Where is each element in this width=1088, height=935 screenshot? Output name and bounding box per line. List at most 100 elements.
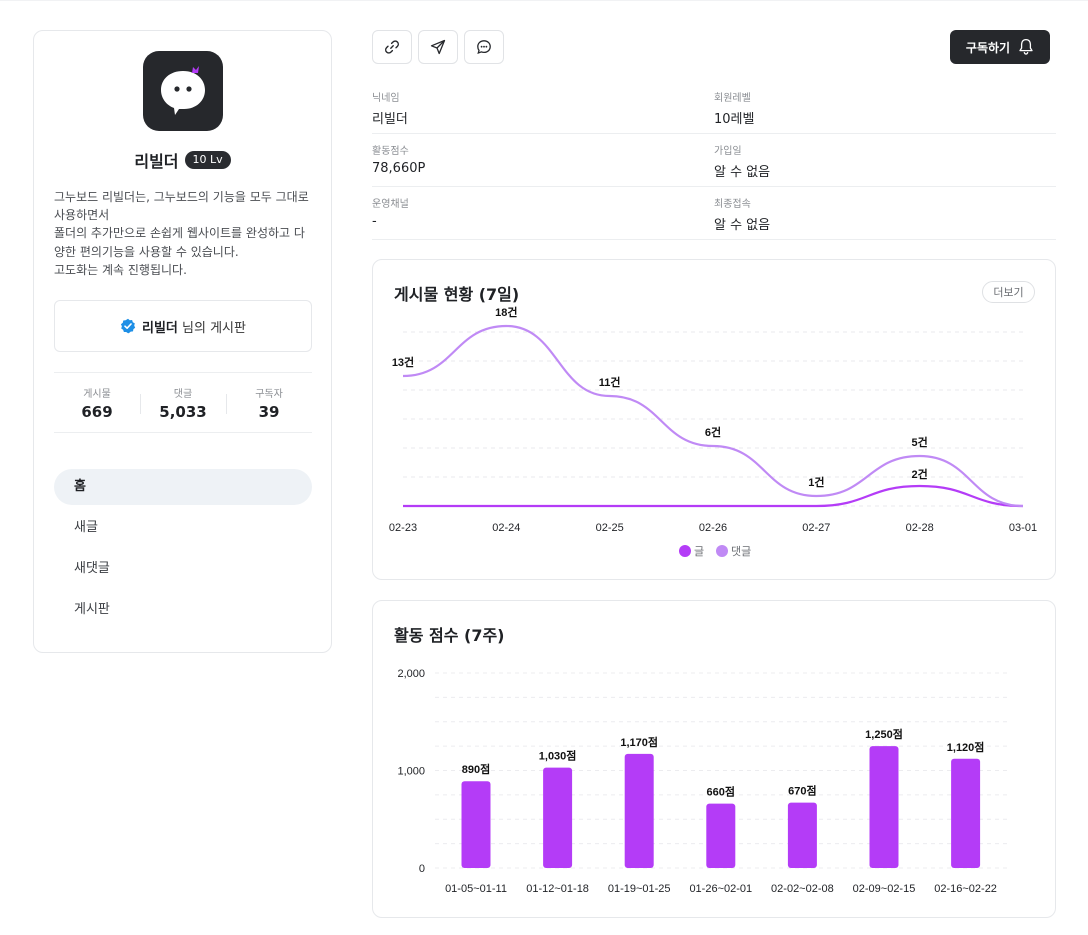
info-last-login: 최종접속 알 수 없음 <box>714 187 1056 239</box>
profile-bio: 그누보드 리빌더는, 그누보드의 기능을 모두 그대로 사용하면서 폴더의 추가… <box>54 188 316 279</box>
data-label: 6건 <box>705 425 721 439</box>
info-label: 가입일 <box>714 146 742 157</box>
info-row: 닉네임 리빌더 회원레벨 10레벨 <box>372 81 1056 134</box>
stat-value: 5,033 <box>159 403 207 421</box>
x-tick-label: 02-25 <box>596 522 624 534</box>
data-label: 660점 <box>707 785 735 799</box>
x-tick-label: 02-27 <box>802 522 830 534</box>
info-value: 78,660P <box>372 161 426 176</box>
legend-label: 댓글 <box>731 545 751 558</box>
stat-comments: 댓글 5,033 <box>140 373 226 432</box>
stat-label: 게시물 <box>83 389 111 400</box>
stat-posts: 게시물 669 <box>54 373 140 432</box>
data-label: 1건 <box>808 475 824 489</box>
board-suffix: 님의 게시판 <box>182 320 246 336</box>
data-label: 1,250점 <box>865 727 903 741</box>
data-label: 1,170점 <box>620 735 658 749</box>
nav-item-home[interactable]: 홈 <box>54 469 312 505</box>
data-label: 670점 <box>788 784 816 798</box>
info-label: 운영채널 <box>372 199 409 210</box>
copy-link-button[interactable] <box>372 30 412 64</box>
stat-subscribers: 구독자 39 <box>226 373 312 432</box>
info-value: 알 수 없음 <box>714 165 771 180</box>
legend-marker <box>716 545 728 557</box>
bar <box>461 781 491 868</box>
board-owner-name: 리빌더 <box>142 320 178 336</box>
nav-item-new-posts[interactable]: 새글 <box>74 520 98 535</box>
profile-name: 리빌더 <box>134 152 179 171</box>
x-tick-label: 01-12~01-18 <box>526 883 589 895</box>
send-icon <box>430 39 446 55</box>
stat-value: 39 <box>258 403 280 421</box>
stat-value: 669 <box>81 403 113 421</box>
bell-icon <box>1019 38 1033 55</box>
data-label: 1,120점 <box>947 740 985 754</box>
x-tick-label: 02-24 <box>492 522 520 534</box>
chat-icon <box>477 40 491 55</box>
legend-marker <box>679 545 691 557</box>
bio-line: 사용하면서 <box>54 208 110 223</box>
level-badge: 10 Lv <box>184 151 231 169</box>
profile-stats: 게시물 669 댓글 5,033 구독자 39 <box>54 372 312 433</box>
info-value: - <box>372 214 377 229</box>
info-value: 10레벨 <box>714 112 755 127</box>
data-label: 18건 <box>495 305 517 319</box>
bio-line: 고도화는 계속 진행됩니다. <box>54 262 187 277</box>
x-tick-label: 02-02~02-08 <box>771 883 834 895</box>
data-label: 5건 <box>912 435 928 449</box>
bio-line: 폴더의 추가만으로 손쉽게 웹사이트를 완성하고 다 <box>54 226 305 241</box>
score-bar-chart: 0 1,000 2,000 890점 01-05~01-11 1,030점 01-12~01… <box>397 668 1007 895</box>
profile-card: 리빌더 10 Lv 그누보드 리빌더는, 그누보드의 기능을 모두 그대로 사용… <box>33 30 332 653</box>
bar <box>869 746 899 868</box>
x-tick-label: 03-01 <box>1009 522 1037 534</box>
x-tick-label: 01-05~01-11 <box>445 883 507 895</box>
x-tick-label: 01-19~01-25 <box>608 883 671 895</box>
info-row: 활동점수 78,660P 가입일 알 수 없음 <box>372 134 1056 187</box>
score-chart-title: 활동 점수 (7주) <box>394 626 505 645</box>
info-value: 리빌더 <box>372 112 408 127</box>
bar <box>706 803 736 868</box>
info-member-level: 회원레벨 10레벨 <box>714 81 1056 133</box>
nav-item-new-comments[interactable]: 새댓글 <box>74 561 110 576</box>
message-button[interactable] <box>464 30 504 64</box>
more-button[interactable]: 더보기 <box>982 281 1035 303</box>
posts-chart-card: 게시물 현황 (7일) 더보기 2건 13건 18건 11건 6건 1건 5건 02-23 02… <box>372 259 1056 580</box>
profile-name-row: 리빌더 10 Lv <box>34 148 331 172</box>
info-channel: 운영채널 - <box>372 187 714 239</box>
info-label: 최종접속 <box>714 199 751 210</box>
y-tick-label: 1,000 <box>397 766 425 778</box>
x-tick-label: 02-28 <box>906 522 934 534</box>
bar <box>543 767 573 868</box>
subscribe-button[interactable]: 구독하기 <box>950 30 1050 64</box>
info-join-date: 가입일 알 수 없음 <box>714 134 1056 186</box>
y-tick-label: 2,000 <box>397 668 425 680</box>
x-tick-label: 02-09~02-15 <box>853 883 916 895</box>
data-label: 890점 <box>462 762 490 776</box>
bio-line: 양한 편의기능을 사용할 수 있습니다. <box>54 244 239 259</box>
top-divider <box>0 0 1088 1</box>
info-label: 닉네임 <box>372 93 400 104</box>
data-label: 11건 <box>599 375 621 389</box>
y-tick-label: 0 <box>419 863 425 875</box>
nav-item-boards[interactable]: 게시판 <box>74 602 110 617</box>
info-nickname: 닉네임 리빌더 <box>372 81 714 133</box>
stat-label: 댓글 <box>173 389 193 400</box>
data-label: 13건 <box>392 355 414 369</box>
bio-line: 그누보드 리빌더는, 그누보드의 기능을 모두 그대로 <box>54 190 309 204</box>
posts-line-chart: 2건 13건 18건 11건 6건 1건 5건 02-23 02-24 02-25 02-26 02-… <box>389 305 1037 558</box>
member-info-grid: 닉네임 리빌더 회원레벨 10레벨 활동점수 78,660P 가입일 알 수 없… <box>372 81 1056 240</box>
info-label: 회원레벨 <box>714 93 751 104</box>
legend-label: 글 <box>694 546 704 558</box>
data-label: 2건 <box>912 467 928 481</box>
stat-label: 구독자 <box>255 389 283 400</box>
bar <box>951 758 981 868</box>
profile-nav: 홈 새글 새댓글 게시판 <box>54 469 312 633</box>
x-tick-label: 02-26 <box>699 522 727 534</box>
board-link-button[interactable]: 리빌더 님의 게시판 <box>54 300 312 352</box>
x-tick-label: 01-26~02-01 <box>689 883 752 895</box>
x-tick-label: 02-23 <box>389 522 417 534</box>
score-chart-card: 활동 점수 (7주) 0 1,000 2,000 890점 01-05~01-11 1,0… <box>372 600 1056 918</box>
share-button[interactable] <box>418 30 458 64</box>
series-line-comments <box>402 324 1024 508</box>
data-label: 1,030점 <box>539 749 577 763</box>
